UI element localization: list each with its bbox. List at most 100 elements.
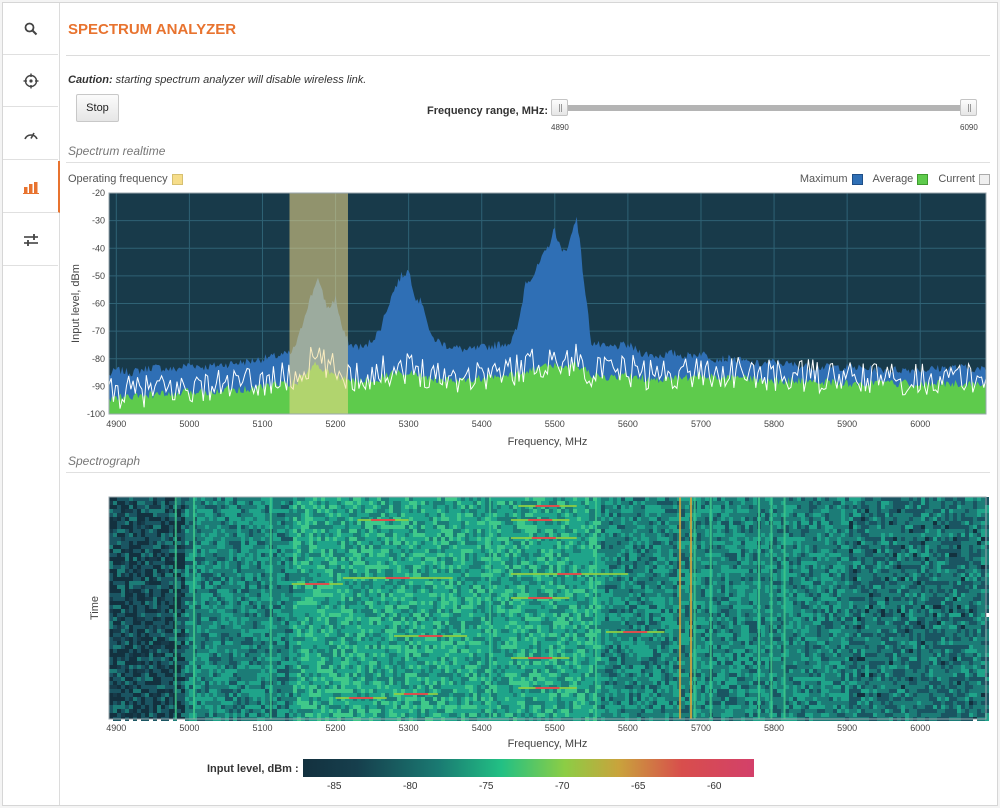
heatmap-cell [853,497,857,501]
heatmap-cell [265,553,269,557]
heatmap-cell [257,533,261,537]
heatmap-cell [945,517,949,521]
heatmap-cell [465,557,469,561]
heatmap-cell [897,529,901,533]
range-handle-max[interactable] [960,99,977,116]
heatmap-cell [797,557,801,561]
heatmap-cell [429,549,433,553]
heatmap-cell [397,553,401,557]
heatmap-cell [789,525,793,529]
heatmap-cell [361,501,365,505]
heatmap-cell [513,569,517,573]
heatmap-cell [941,513,945,517]
heatmap-cell [713,577,717,581]
heatmap-cell [913,577,917,581]
average-checkbox[interactable] [917,173,929,185]
heatmap-cell [617,577,621,581]
heatmap-cell [553,529,557,533]
heatmap-cell [253,569,257,573]
heatmap-cell [953,581,957,585]
heatmap-cell [161,557,165,561]
heatmap-cell [705,577,709,581]
heatmap-cell [465,537,469,541]
heatmap-cell [281,529,285,533]
sidebar-item-alignment[interactable] [3,55,58,107]
heatmap-cell [537,525,541,529]
heatmap-cell [913,541,917,545]
heatmap-cell [177,501,181,505]
heatmap-cell [281,581,285,585]
heatmap-cell [873,573,877,577]
sidebar-item-settings[interactable] [3,214,58,266]
heatmap-cell [721,553,725,557]
heatmap-cell [141,501,145,505]
caution-text: starting spectrum analyzer will disable … [112,74,367,86]
maximum-checkbox[interactable] [851,173,863,185]
heatmap-cell [161,533,165,537]
heatmap-cell [357,529,361,533]
heatmap-cell [789,561,793,565]
heatmap-cell [357,573,361,577]
heatmap-cell [293,549,297,553]
heatmap-cell [449,525,453,529]
heatmap-cell [917,569,921,573]
heatmap-cell [829,525,833,529]
heatmap-cell [253,525,257,529]
heatmap-cell [289,501,293,505]
heatmap-cell [561,553,565,557]
heatmap-cell [645,545,649,549]
heatmap-cell [361,545,365,549]
heatmap-cell [197,577,201,581]
y-tick-label: -30 [92,216,105,226]
heatmap-cell [249,565,253,569]
search-icon [24,22,37,35]
heatmap-cell [825,581,829,585]
heatmap-cell [741,537,745,541]
heatmap-cell [449,521,453,525]
heatmap-cell [109,545,113,549]
heatmap-cell [449,497,453,501]
heatmap-cell [725,569,729,573]
heatmap-cell [837,501,841,505]
heatmap-cell [749,513,753,517]
heatmap-cell [333,533,337,537]
heatmap-cell [265,509,269,513]
operating-swatch[interactable] [171,173,183,185]
heatmap-cell [661,529,665,533]
heatmap-cell [753,517,757,521]
frequency-range-slider[interactable] [552,105,973,111]
heatmap-cell [813,521,817,525]
heatmap-cell [185,533,189,537]
range-handle-min[interactable] [551,99,568,116]
heatmap-cell [553,561,557,565]
heatmap-cell [777,521,781,525]
heatmap-cell [493,545,497,549]
heatmap-cell [477,565,481,569]
heatmap-cell [345,581,349,585]
heatmap-cell [641,533,645,537]
heatmap-cell [701,525,705,529]
heatmap-cell [697,549,701,553]
heatmap-cell [737,561,741,565]
heatmap-cell [469,545,473,549]
heatmap-cell [733,505,737,509]
heatmap-cell [473,513,477,517]
heatmap-cell [501,573,505,577]
sidebar-item-speed[interactable] [3,108,58,160]
sidebar-item-spectrum[interactable] [3,161,60,213]
current-checkbox[interactable] [979,173,990,185]
heatmap-cell [333,513,337,517]
heatmap-cell [289,577,293,581]
heatmap-cell [849,501,853,505]
stop-button[interactable]: Stop [76,94,119,122]
heatmap-cell [273,537,277,541]
heatmap-cell [537,577,541,581]
heatmap-cell [597,549,601,553]
heatmap-cell [665,545,669,549]
heatmap-cell [389,525,393,529]
heatmap-cell [861,553,865,557]
heatmap-cell [849,497,853,501]
sidebar-item-search[interactable] [3,3,58,55]
heatmap-cell [961,509,965,513]
heatmap-cell [337,541,341,545]
